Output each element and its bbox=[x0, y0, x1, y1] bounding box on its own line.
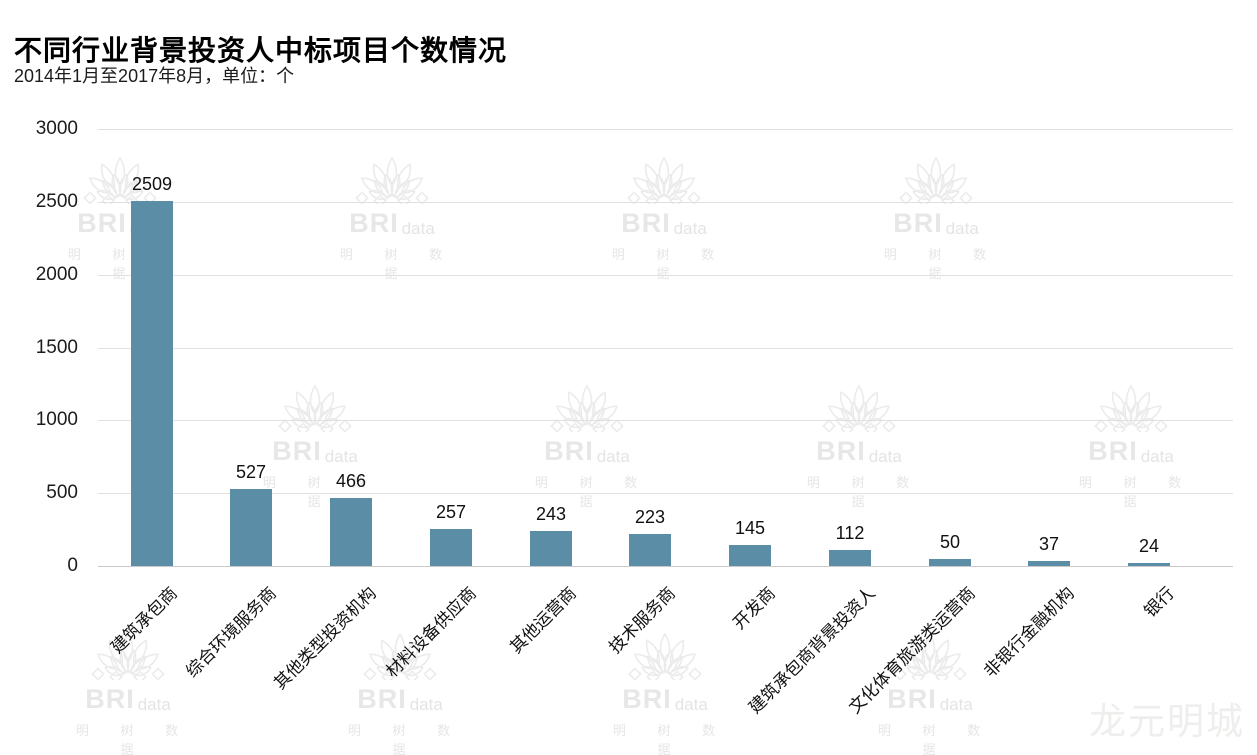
gridline bbox=[98, 348, 1233, 349]
watermark-brand-cn: 明 树 数 据 bbox=[883, 247, 1001, 281]
watermark-brand-sub: data bbox=[868, 447, 902, 466]
bar bbox=[729, 545, 771, 566]
y-axis-tick-label: 1000 bbox=[35, 409, 78, 430]
y-axis-tick-label: 3000 bbox=[35, 118, 78, 139]
bar-value-label: 527 bbox=[235, 462, 267, 482]
bar-value-label: 257 bbox=[435, 502, 467, 522]
x-axis-line bbox=[98, 566, 1233, 567]
bar-value-label: 243 bbox=[535, 504, 567, 524]
watermark-brand-main: BRI bbox=[1088, 436, 1138, 466]
watermark-brand-cn: 明 树 数 据 bbox=[806, 475, 924, 509]
gridline bbox=[98, 129, 1233, 130]
bar-value-label: 112 bbox=[835, 523, 865, 543]
x-axis-category-label: 建筑承包商 bbox=[107, 583, 181, 658]
watermark-brand-main: BRI bbox=[816, 436, 866, 466]
bar-value-label: 223 bbox=[634, 507, 666, 527]
bri-tree-logo-icon bbox=[627, 156, 701, 208]
x-axis-category-label: 材料设备供应商 bbox=[382, 583, 480, 682]
watermark-brand-main: BRI bbox=[349, 208, 399, 238]
watermark-brand-sub: data bbox=[401, 219, 435, 238]
corner-watermark: 龙元明城 bbox=[1089, 701, 1245, 742]
chart-subtitle: 2014年1月至2017年8月，单位：个 bbox=[14, 66, 295, 86]
watermark-brand-main: BRI bbox=[621, 208, 671, 238]
watermark-brand-sub: data bbox=[324, 447, 358, 466]
gridline bbox=[98, 275, 1233, 276]
y-axis-tick-label: 0 bbox=[67, 555, 78, 576]
watermark-brand-main: BRI bbox=[887, 684, 937, 714]
bar bbox=[1128, 563, 1170, 566]
chart-title: 不同行业背景投资人中标项目个数情况 bbox=[14, 34, 508, 66]
bri-tree-logo-icon bbox=[1094, 384, 1168, 436]
watermark-brand-sub: data bbox=[945, 219, 979, 238]
bar-value-label: 24 bbox=[1138, 536, 1160, 556]
watermark-brand-cn: 明 树 数 据 bbox=[339, 247, 457, 281]
bri-tree-logo-icon bbox=[550, 384, 624, 436]
watermark-brand-sub: data bbox=[674, 695, 708, 714]
watermark-brand-cn: 明 树 数 据 bbox=[611, 247, 729, 281]
bri-tree-logo-icon bbox=[822, 384, 896, 436]
bar-value-label: 466 bbox=[335, 471, 367, 491]
gridline bbox=[98, 493, 1233, 494]
x-axis-category-label: 非银行金融机构 bbox=[980, 583, 1078, 682]
bar-value-label: 145 bbox=[734, 518, 766, 538]
bri-tree-logo-icon bbox=[278, 384, 352, 436]
watermark-brand-main: BRI bbox=[85, 684, 135, 714]
watermark-brand-main: BRI bbox=[77, 208, 127, 238]
watermark-brand-sub: data bbox=[596, 447, 630, 466]
bar-value-label: 50 bbox=[939, 532, 961, 552]
x-axis-category-label: 其他运营商 bbox=[506, 583, 580, 658]
bar-value-label: 37 bbox=[1038, 534, 1060, 554]
gridline bbox=[98, 420, 1233, 421]
watermark-brand-sub: data bbox=[673, 219, 707, 238]
x-axis-category-label: 文化体育旅游类运营商 bbox=[845, 583, 979, 718]
y-axis-tick-label: 1500 bbox=[35, 337, 78, 358]
bri-tree-logo-icon bbox=[899, 156, 973, 208]
bar bbox=[530, 531, 572, 566]
bar-value-label: 2509 bbox=[131, 174, 173, 194]
x-axis-category-label: 开发商 bbox=[729, 583, 779, 634]
x-axis-category-label: 技术服务商 bbox=[605, 583, 679, 658]
bar bbox=[1028, 561, 1070, 566]
y-axis-tick-label: 2000 bbox=[35, 264, 78, 285]
bar bbox=[629, 534, 671, 566]
bar bbox=[929, 559, 971, 566]
watermark-brand-cn: 明 树 数 据 bbox=[1078, 475, 1196, 509]
x-axis-category-label: 综合环境服务商 bbox=[182, 583, 280, 682]
bar bbox=[131, 201, 173, 566]
y-axis-tick-label: 2500 bbox=[35, 191, 78, 212]
bar bbox=[430, 529, 472, 566]
bar bbox=[230, 489, 272, 566]
x-axis-category-label: 建筑承包商背景投资人 bbox=[745, 583, 879, 718]
gridline bbox=[98, 202, 1233, 203]
watermark-brand-sub: data bbox=[1140, 447, 1174, 466]
bar bbox=[829, 550, 871, 566]
y-axis-tick-label: 500 bbox=[46, 482, 78, 503]
bar bbox=[330, 498, 372, 566]
watermark-brand-main: BRI bbox=[544, 436, 594, 466]
x-axis-category-label: 其他类型投资机构 bbox=[270, 583, 380, 694]
watermark-brand-main: BRI bbox=[893, 208, 943, 238]
bri-tree-logo-icon bbox=[355, 156, 429, 208]
